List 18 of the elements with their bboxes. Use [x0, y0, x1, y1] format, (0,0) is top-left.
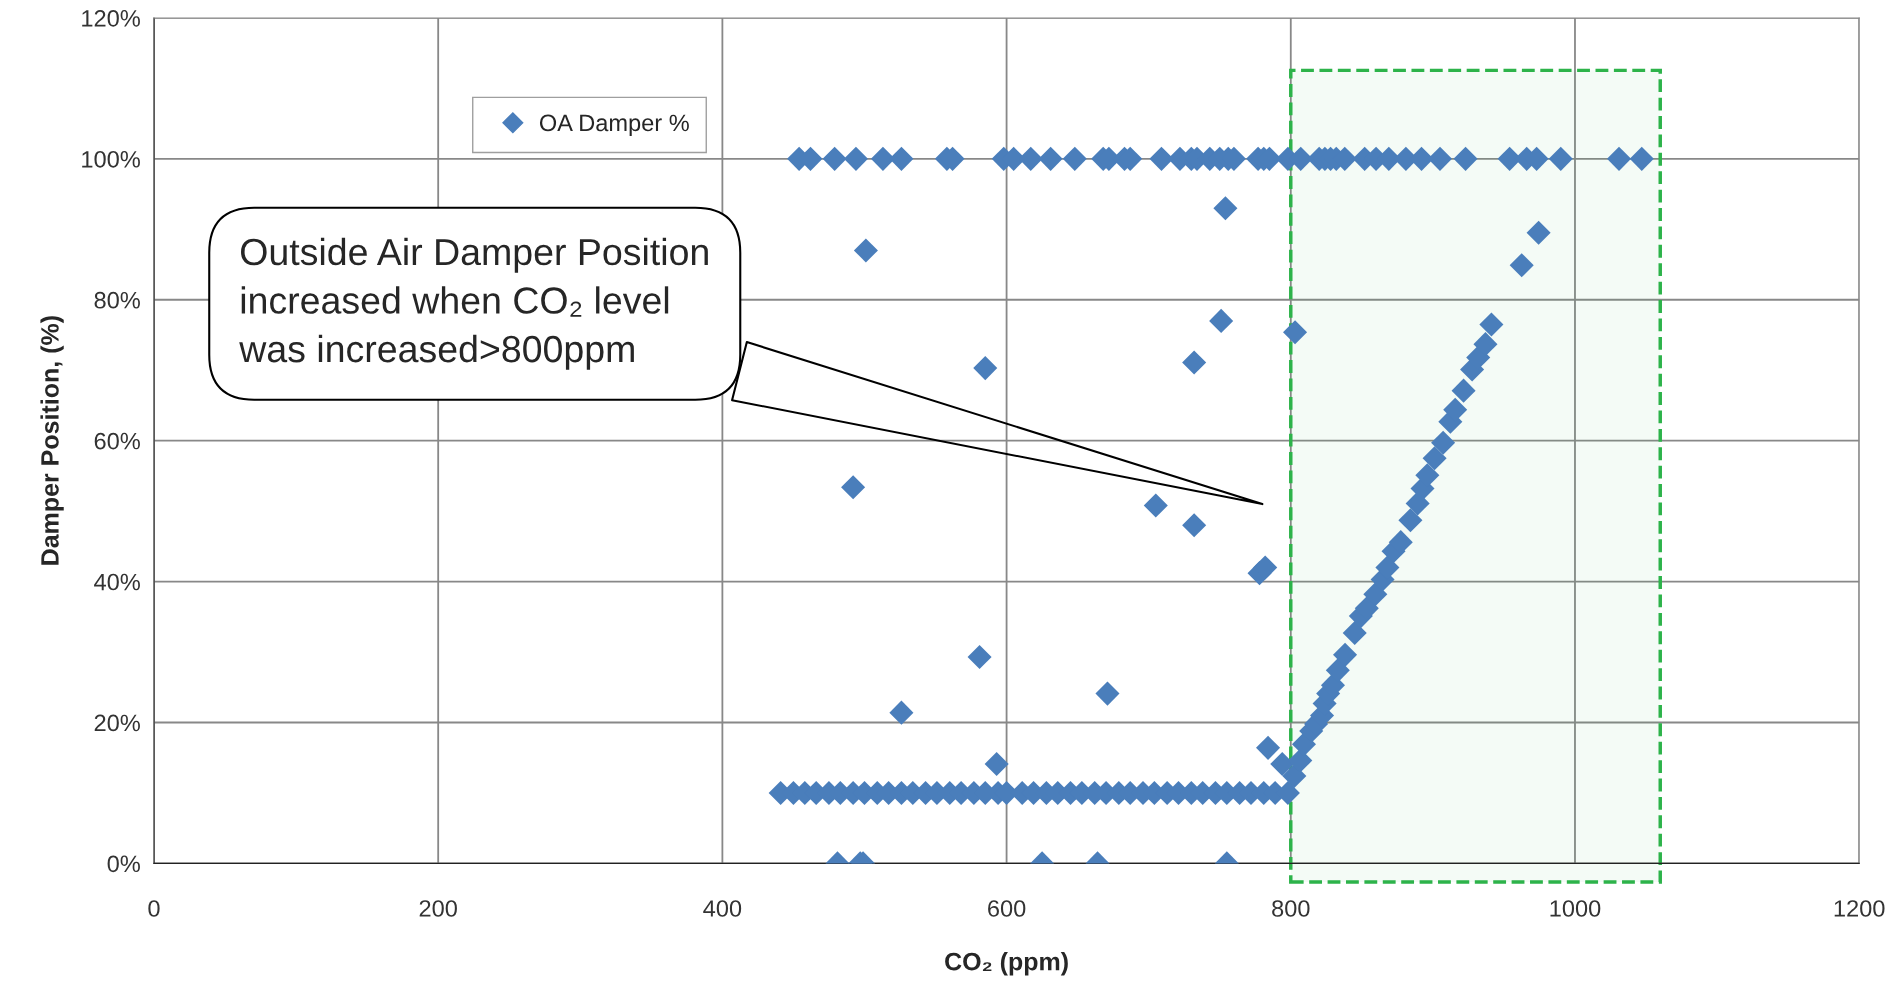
y-tick-label: 20% — [94, 714, 140, 732]
y-tick-label: 120% — [82, 10, 140, 27]
annotation: Outside Air Damper Position increased when CO₂ level was increased>800ppm — [239, 237, 708, 370]
y-tick-label: 60% — [94, 432, 140, 450]
x-tick-label: 1200 — [1834, 900, 1885, 917]
legend-label: OA Damper % — [539, 114, 689, 136]
x-tick-label: 400 — [703, 900, 742, 917]
x-axis-title: CO₂ (ppm) — [945, 952, 1068, 976]
y-tick-label: 40% — [94, 573, 140, 591]
x-tick-label: 600 — [988, 900, 1026, 917]
x-tick-label: 800 — [1272, 900, 1310, 917]
x-tick-label: 1000 — [1550, 900, 1601, 917]
y-axis-title: Damper Position, (%) — [40, 316, 64, 565]
y-tick-label: 80% — [94, 291, 140, 309]
y-tick-label: 100% — [82, 150, 140, 168]
x-tick-label: 200 — [419, 900, 457, 917]
y-tick-label: 0% — [107, 855, 140, 873]
x-tick-label: 0 — [148, 900, 160, 917]
